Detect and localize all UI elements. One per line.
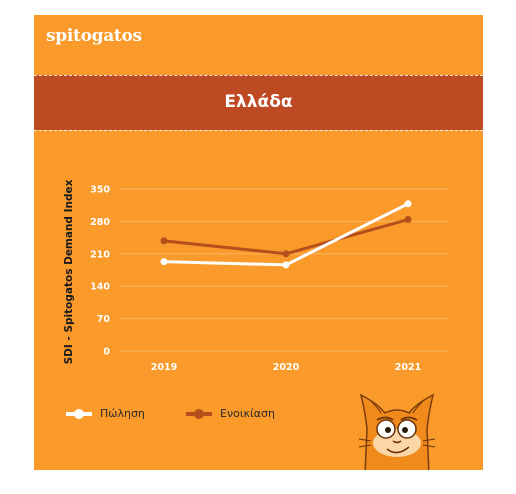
x-tick-label: 2021 — [395, 362, 421, 373]
legend-swatch-rent — [186, 408, 212, 419]
region-banner — [34, 75, 483, 130]
legend-swatch-sale — [66, 408, 92, 419]
banner-top-divider — [34, 75, 483, 76]
data-point-sale-2020[interactable] — [282, 261, 290, 269]
infographic-card: spitogatos Ελλάδα 0 70 140 210 280 350 2019 20… — [34, 15, 483, 470]
legend-label-sale: Πώληση — [100, 407, 145, 420]
y-tick-label: 0 — [103, 347, 110, 358]
y-tick-label: 210 — [90, 249, 110, 260]
x-tick-label: 2020 — [273, 362, 300, 373]
legend-item-rent[interactable]: Ενοικίαση — [186, 407, 275, 420]
y-tick-label: 140 — [90, 282, 110, 293]
banner-bottom-divider — [34, 130, 483, 131]
spitogatos-logo: spitogatos — [46, 26, 142, 46]
cat-mascot-icon — [358, 393, 436, 470]
x-axis-ticks: 2019 2020 2021 — [151, 362, 421, 373]
y-tick-label: 350 — [90, 185, 110, 196]
demand-index-chart: 0 70 140 210 280 350 2019 2020 2021 SDI - Spito… — [63, 179, 448, 373]
data-point-rent-2019[interactable] — [160, 237, 168, 245]
data-point-rent-2021[interactable] — [404, 216, 412, 224]
legend-label-rent: Ενοικίαση — [220, 407, 275, 420]
legend-item-sale[interactable]: Πώληση — [66, 407, 145, 420]
y-axis-ticks: 0 70 140 210 280 350 — [90, 185, 110, 358]
grid-lines — [120, 188, 448, 352]
y-tick-label: 70 — [97, 314, 111, 325]
y-axis-label: SDI - Spitogatos Demand Index — [63, 179, 75, 364]
chart-series — [160, 200, 412, 269]
data-point-sale-2019[interactable] — [160, 258, 168, 266]
region-title: Ελλάδα — [224, 92, 293, 112]
data-point-rent-2020[interactable] — [282, 250, 290, 258]
data-point-sale-2021[interactable] — [404, 200, 412, 208]
series-line-rent — [163, 218, 409, 256]
y-tick-label: 280 — [90, 217, 110, 228]
x-tick-label: 2019 — [151, 362, 177, 373]
